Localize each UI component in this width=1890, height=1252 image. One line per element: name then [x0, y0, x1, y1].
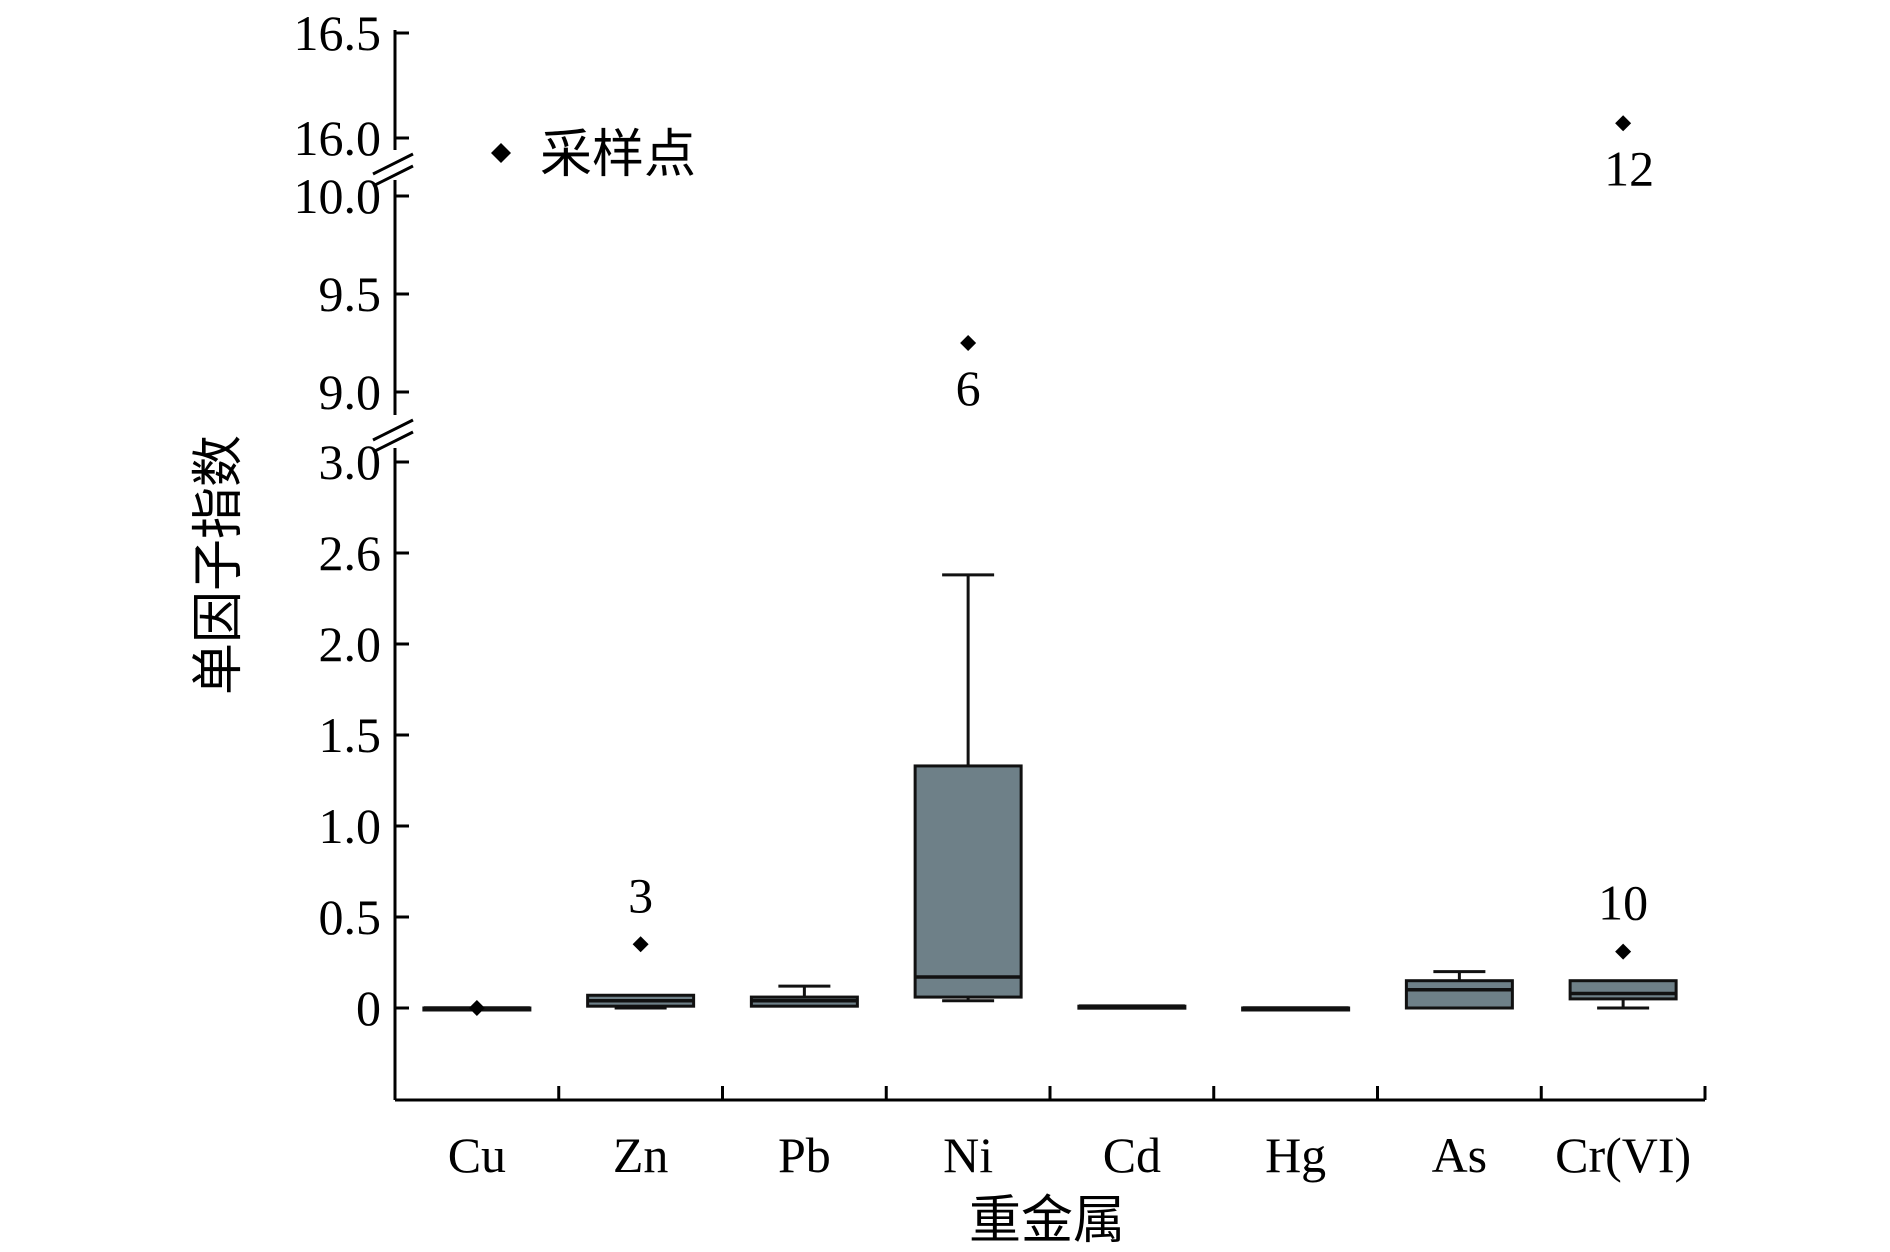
x-category-label: Ni	[943, 1127, 993, 1183]
x-category-label: Hg	[1265, 1127, 1326, 1183]
outliers: 3 6 10 12	[468, 115, 1654, 1016]
axis-break-mark	[372, 418, 414, 442]
y-axis-title: 单因子指数	[191, 435, 248, 695]
y-tick-label: 2.0	[319, 616, 382, 672]
axis-break-mark	[372, 164, 414, 188]
x-category-label: Pb	[778, 1127, 831, 1183]
box-pb	[749, 984, 859, 1008]
iqr-box	[1404, 979, 1514, 1010]
legend-marker-icon	[491, 143, 511, 163]
outlier-point	[1615, 115, 1632, 132]
box-hg	[1241, 1006, 1351, 1012]
boxes	[422, 573, 1678, 1012]
y-tick-label: 1.5	[319, 707, 382, 763]
x-category-label: Cd	[1103, 1127, 1161, 1183]
legend-label: 采样点	[540, 127, 696, 184]
y-tick-label: 0	[356, 980, 381, 1036]
box-ni	[913, 573, 1023, 1003]
y-tick-label: 3.0	[319, 434, 382, 490]
y-tick-label: 1.0	[319, 798, 382, 854]
outlier-label: 3	[628, 867, 653, 923]
axis-break-mark	[372, 152, 414, 176]
x-category-label: As	[1432, 1127, 1488, 1183]
outlier-label: 6	[956, 360, 981, 416]
outlier-label: 10	[1598, 875, 1648, 931]
x-category-label: Zn	[613, 1127, 669, 1183]
box-cd	[1077, 1004, 1187, 1010]
outlier-point	[960, 335, 977, 351]
y-tick-label: 0.5	[319, 889, 382, 945]
box-zn	[586, 993, 696, 1010]
iqr-box	[1568, 979, 1678, 1001]
outlier-label: 12	[1604, 140, 1654, 196]
y-tick-label: 9.0	[319, 364, 382, 420]
box-crvi	[1568, 979, 1678, 1010]
x-category-label: Cr(VI)	[1555, 1127, 1691, 1183]
outlier-point	[1615, 943, 1632, 960]
outlier-point	[468, 1000, 485, 1016]
y-tick-label: 2.6	[319, 525, 382, 581]
outlier-point	[632, 936, 649, 953]
x-axis-title: 重金属	[969, 1193, 1125, 1250]
iqr-box	[913, 764, 1023, 999]
y-tick-label: 10.0	[294, 168, 382, 224]
legend: 采样点	[491, 127, 696, 184]
y-tick-label: 16.0	[294, 110, 382, 166]
axis-break-mark	[372, 430, 414, 454]
box-as	[1404, 970, 1514, 1010]
x-category-label: Cu	[448, 1127, 506, 1183]
y-tick-label: 16.5	[294, 5, 382, 61]
axes: 0 0.5 1.0 1.5 2.0 2.6 3.0 9.0 9.5 10.016.0 16.5 Cu Z…	[294, 5, 1707, 1183]
y-tick-label: 9.5	[319, 266, 382, 322]
